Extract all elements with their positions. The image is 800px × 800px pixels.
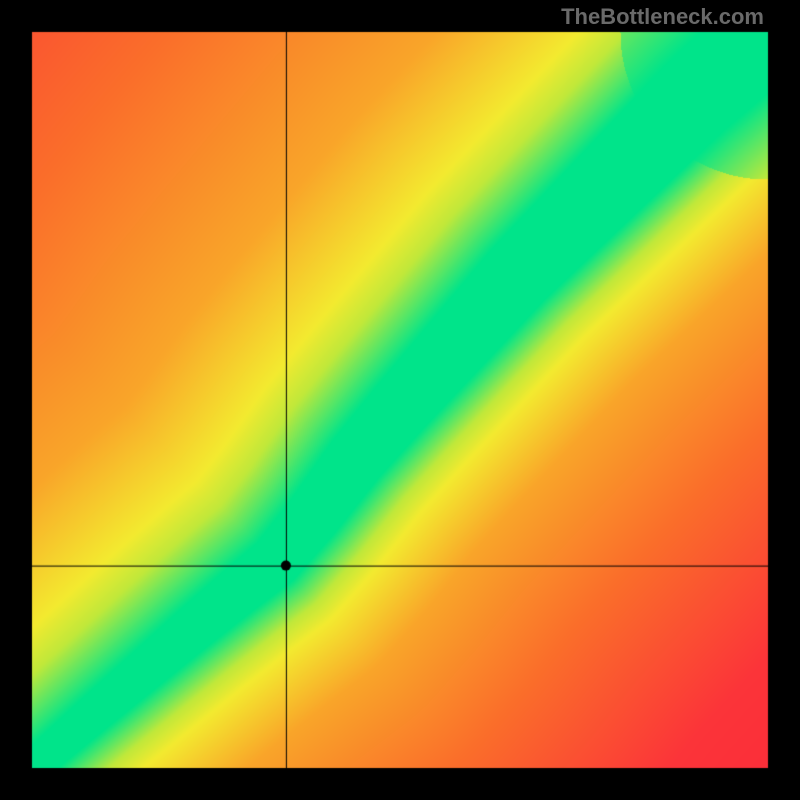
watermark-text: TheBottleneck.com [561,4,764,30]
chart-container: TheBottleneck.com [0,0,800,800]
heatmap-canvas [0,0,800,800]
